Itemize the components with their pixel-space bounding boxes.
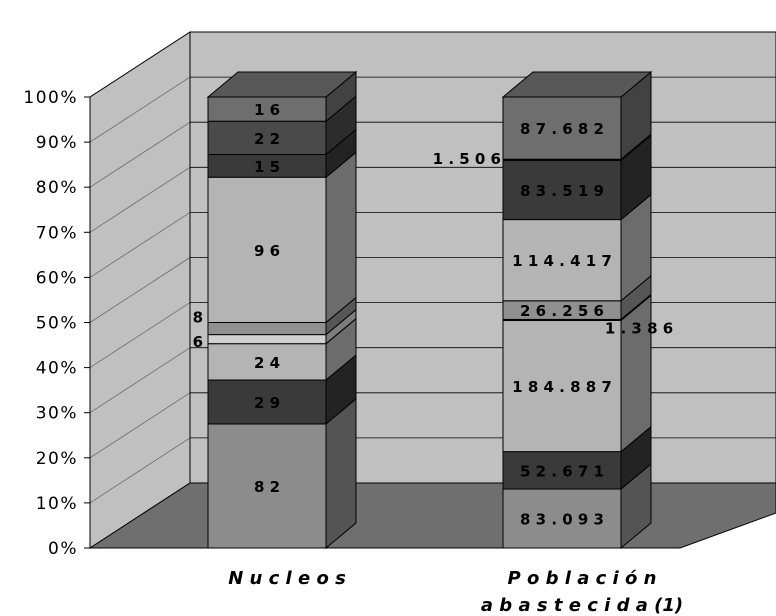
data-label: 2 4 bbox=[254, 354, 280, 372]
data-label: 9 6 bbox=[254, 242, 280, 260]
bar-segment bbox=[206, 70, 358, 123]
side-gridline bbox=[89, 437, 191, 504]
data-label: 1 . 5 0 6 bbox=[433, 150, 501, 168]
y-tick-label: 80% bbox=[36, 178, 78, 198]
bar-segment-front bbox=[502, 219, 622, 302]
data-label: 6 bbox=[193, 333, 203, 351]
bar-segment-front bbox=[502, 96, 622, 160]
data-label: 8 3 . 5 1 9 bbox=[520, 182, 604, 200]
side-gridline bbox=[89, 302, 191, 368]
y-tick-label: 70% bbox=[36, 223, 78, 243]
bar-segment bbox=[502, 294, 652, 453]
side-gridline bbox=[89, 347, 191, 414]
bar-segment bbox=[502, 462, 652, 550]
side-gridline bbox=[89, 212, 191, 278]
data-labels: 8 2 2 9 2 4 6 8 9 6 1 5 2 2 1 6 8 3 . 0 9 3 5 2 . … bbox=[193, 101, 674, 528]
data-label: 1 . 3 8 6 bbox=[605, 319, 673, 337]
y-tick-label: 40% bbox=[36, 359, 78, 379]
side-gridline bbox=[89, 392, 191, 459]
data-label: 2 9 bbox=[254, 394, 280, 412]
bar-segment bbox=[207, 317, 357, 382]
bar-segment bbox=[207, 397, 357, 550]
side-gridline bbox=[89, 166, 191, 233]
bar-segment-side bbox=[325, 151, 357, 324]
bar-segment bbox=[502, 193, 652, 302]
bar-segment bbox=[501, 70, 653, 161]
data-label: 8 3 . 0 9 3 bbox=[520, 511, 604, 529]
side-gridline bbox=[89, 76, 191, 143]
x-category-label: a b a s t e c i d a (1) bbox=[481, 595, 683, 616]
bar-segment bbox=[502, 425, 652, 491]
data-label: 5 2 . 6 7 1 bbox=[520, 462, 604, 480]
data-label: 2 2 bbox=[254, 130, 280, 148]
data-label: 8 2 bbox=[254, 478, 280, 496]
bar-segment-front bbox=[207, 423, 327, 549]
bar-segment bbox=[207, 151, 357, 324]
side-gridline bbox=[89, 257, 191, 323]
bar-segment-front bbox=[207, 176, 327, 323]
y-tick-label: 30% bbox=[36, 404, 78, 424]
side-gridline bbox=[89, 121, 191, 188]
bars bbox=[206, 70, 653, 550]
y-tick-label: 10% bbox=[36, 494, 78, 514]
y-tick-label: 20% bbox=[36, 449, 78, 469]
bar-top bbox=[206, 71, 358, 98]
data-label: 1 5 bbox=[254, 158, 280, 176]
y-tick-label: 0% bbox=[48, 539, 78, 559]
data-label: 1 8 4 . 8 8 7 bbox=[512, 378, 612, 396]
bar-segment bbox=[207, 95, 357, 156]
x-axis: N u c l e o s P o b l a c i ó n a b a s t … bbox=[228, 568, 683, 616]
data-label: 1 1 4 . 4 1 7 bbox=[512, 252, 612, 270]
y-tick-label: 100% bbox=[23, 88, 78, 108]
bar-segment-front bbox=[207, 334, 327, 345]
y-tick-label: 60% bbox=[36, 268, 78, 288]
data-label: 8 bbox=[193, 309, 203, 327]
x-category-label: N u c l e o s bbox=[228, 568, 346, 589]
bar-segment-front bbox=[207, 322, 327, 336]
bar-segment-front bbox=[502, 488, 622, 549]
y-tick-label: 90% bbox=[36, 133, 78, 153]
bar-segment-front bbox=[207, 120, 327, 156]
y-tick-label: 50% bbox=[36, 314, 78, 334]
data-label: 1 6 bbox=[254, 101, 280, 119]
bar-segment bbox=[207, 353, 357, 425]
x-category-label: P o b l a c i ó n bbox=[508, 568, 657, 589]
data-label: 2 6 . 2 5 6 bbox=[520, 302, 604, 320]
bar-top bbox=[501, 71, 653, 98]
side-gridline bbox=[89, 31, 191, 98]
floor bbox=[88, 482, 776, 549]
data-label: 8 7 . 6 8 2 bbox=[520, 120, 604, 138]
bar-segment-front bbox=[207, 343, 327, 381]
chart-walls bbox=[88, 31, 776, 549]
y-axis: 0% 10% 20% 30% 40% 50% 60% 70% 80% 90% 100% bbox=[23, 88, 91, 559]
bar-segment-side bbox=[325, 397, 357, 550]
